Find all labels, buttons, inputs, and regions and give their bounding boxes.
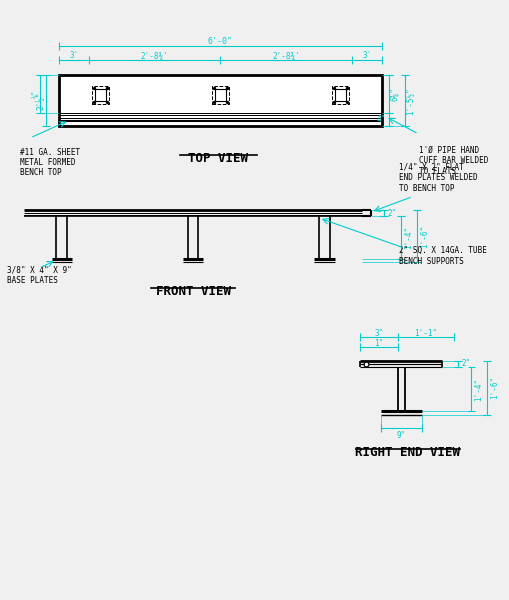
Text: 2": 2" bbox=[387, 209, 396, 218]
Text: 1'-1": 1'-1" bbox=[413, 329, 437, 338]
Text: 1": 1" bbox=[374, 340, 383, 349]
Text: 2'-8¾': 2'-8¾' bbox=[140, 52, 168, 61]
Text: 3': 3' bbox=[69, 52, 78, 61]
Bar bbox=[59, 76, 381, 126]
Text: 1/4" X 2" FLAT
END PLATES WELDED
TO BENCH TOP: 1/4" X 2" FLAT END PLATES WELDED TO BENC… bbox=[399, 163, 477, 193]
Text: 1'-5½": 1'-5½" bbox=[406, 87, 414, 115]
Text: TOP VIEW: TOP VIEW bbox=[187, 152, 247, 164]
Text: 2'-8¾': 2'-8¾' bbox=[272, 52, 300, 61]
Text: 3/8" X 4" X 9"
BASE PLATES: 3/8" X 4" X 9" BASE PLATES bbox=[7, 266, 71, 285]
Text: RIGHT END VIEW: RIGHT END VIEW bbox=[355, 446, 460, 460]
Text: 1'-6": 1'-6" bbox=[419, 224, 428, 248]
Text: 3': 3' bbox=[361, 52, 371, 61]
Text: 2" SQ. X 14GA. TUBE
BENCH SUPPORTS: 2" SQ. X 14GA. TUBE BENCH SUPPORTS bbox=[399, 247, 486, 266]
Text: 1'Ø PIPE HAND
CUFF BAR WELDED
TO FLATS: 1'Ø PIPE HAND CUFF BAR WELDED TO FLATS bbox=[418, 146, 487, 176]
Bar bbox=[331, 86, 349, 104]
Text: ¼": ¼" bbox=[32, 90, 38, 98]
Text: 9": 9" bbox=[395, 431, 405, 440]
Text: 2'½": 2'½" bbox=[36, 92, 45, 110]
Text: 1'-4": 1'-4" bbox=[473, 378, 483, 401]
Bar bbox=[334, 89, 346, 101]
Bar bbox=[211, 86, 229, 104]
Text: #11 GA. SHEET
METAL FORMED
BENCH TOP: #11 GA. SHEET METAL FORMED BENCH TOP bbox=[20, 148, 80, 178]
Text: 6¾": 6¾" bbox=[389, 87, 398, 101]
Bar bbox=[214, 89, 226, 101]
Bar bbox=[92, 86, 109, 104]
Text: 1'-6": 1'-6" bbox=[489, 376, 498, 400]
Text: 1'-4": 1'-4" bbox=[403, 226, 412, 249]
Bar bbox=[94, 89, 106, 101]
Text: FRONT VIEW: FRONT VIEW bbox=[155, 286, 230, 298]
Text: 6'-0": 6'-0" bbox=[208, 37, 233, 46]
Text: 3": 3" bbox=[374, 329, 383, 338]
Text: 4": 4" bbox=[376, 115, 385, 124]
Text: 2": 2" bbox=[461, 359, 470, 368]
